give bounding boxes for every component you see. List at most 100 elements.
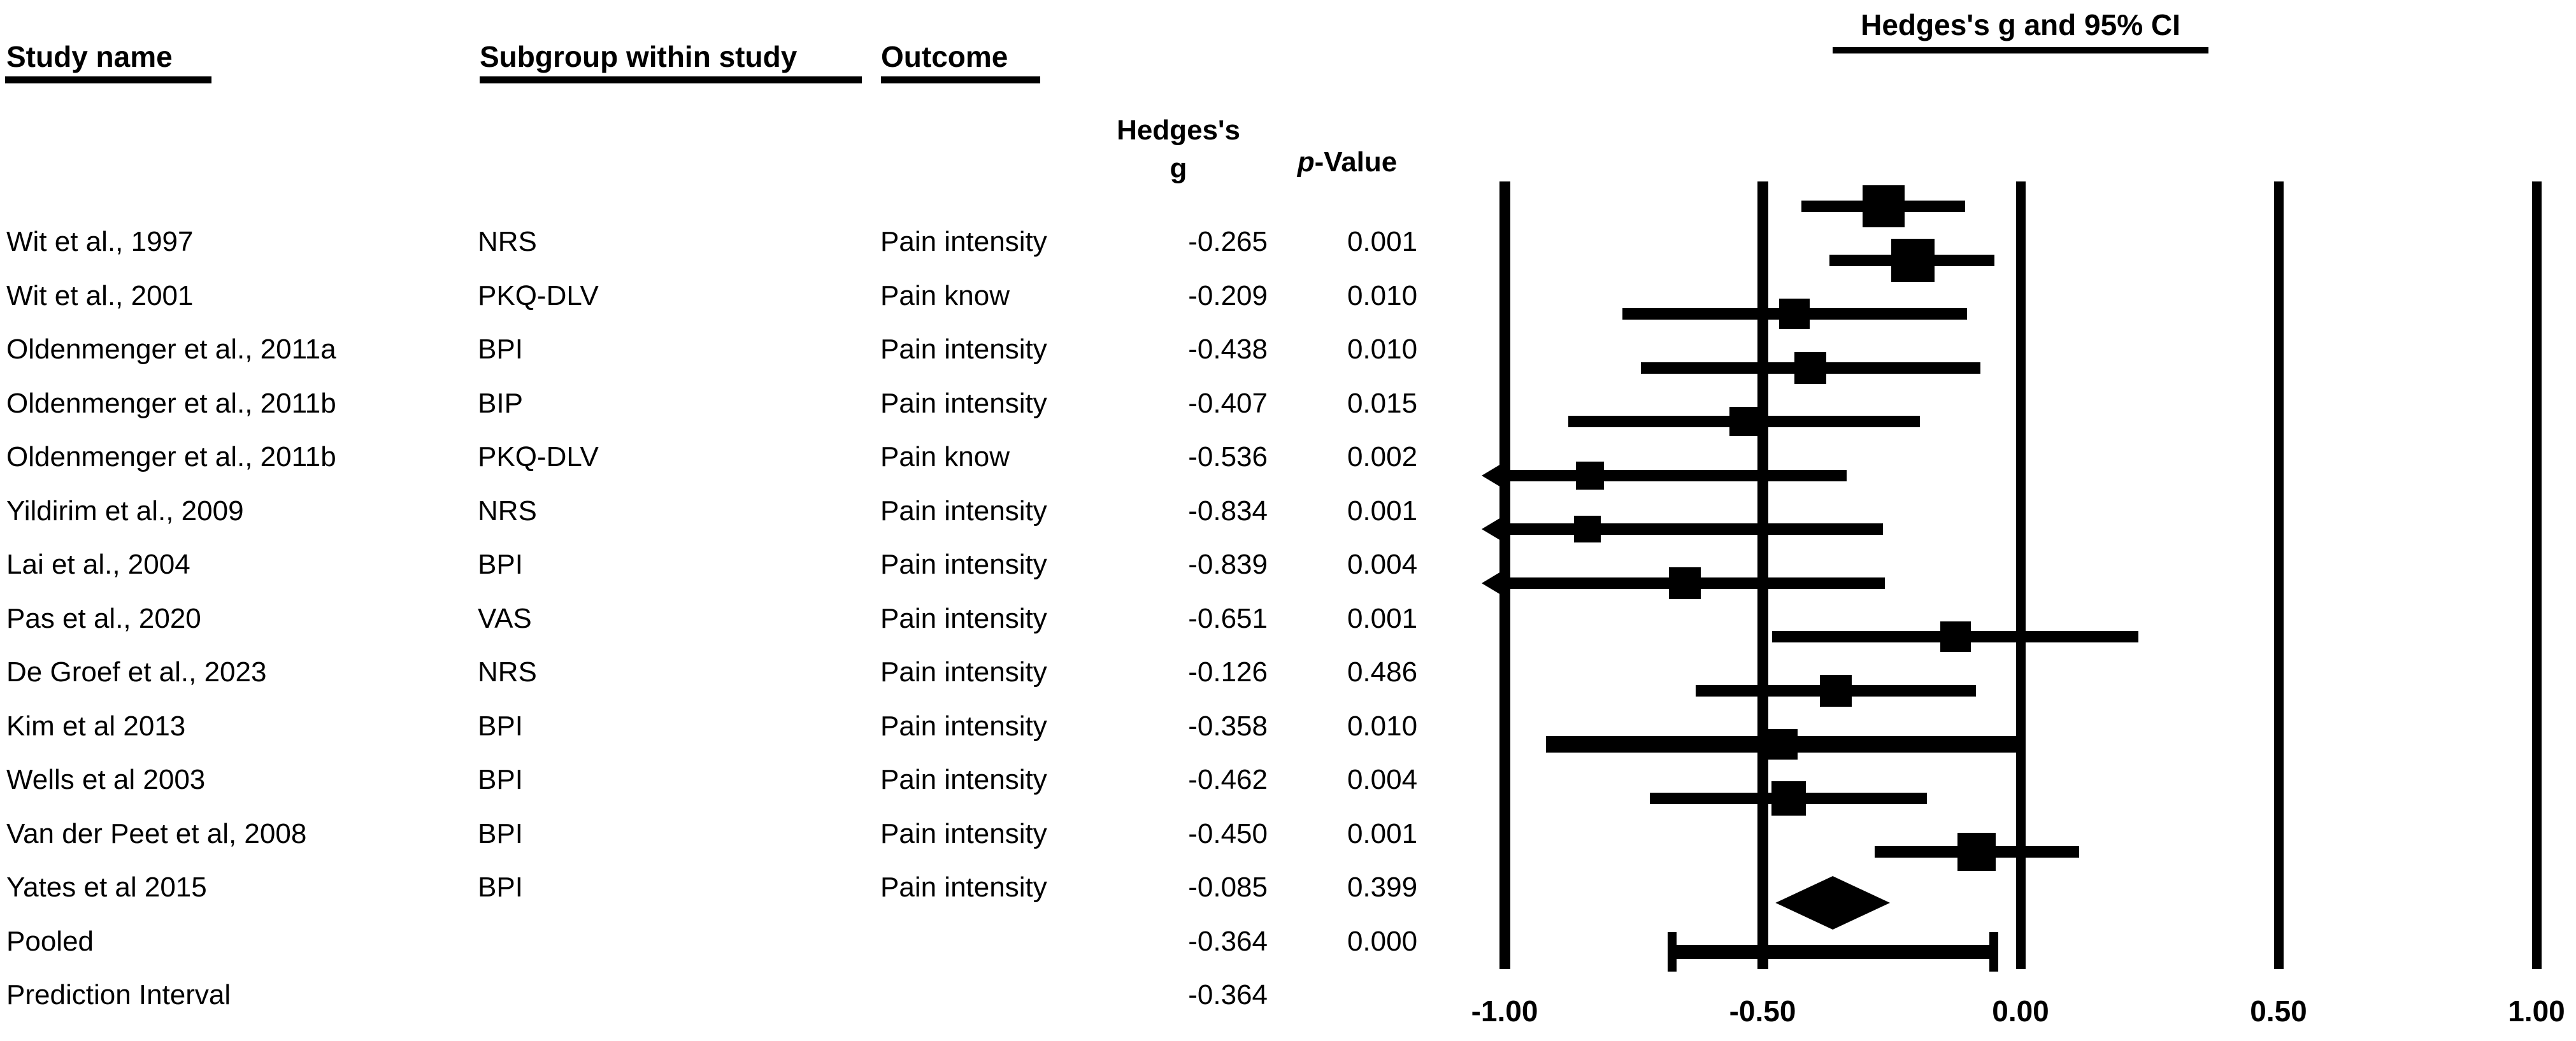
p-value-cell: 0.001 — [1347, 602, 1418, 634]
p-value-cell: 0.000 — [1347, 925, 1418, 957]
effect-size-square — [1766, 729, 1798, 760]
axis-tick-label-0.00: 0.00 — [1992, 995, 2049, 1028]
subgroup-cell: BPI — [478, 871, 523, 903]
outcome-cell: Pain intensity — [880, 387, 1047, 419]
p-value-cell: 0.010 — [1347, 280, 1418, 311]
hedges-g-value-cell: -0.364 — [1188, 925, 1268, 957]
ci-clipped-arrow-left-icon — [1482, 514, 1507, 544]
subgroup-cell: BPI — [478, 763, 523, 795]
axis-tick-label-1.00: 1.00 — [2508, 995, 2565, 1028]
effect-size-square — [1957, 833, 1996, 871]
subgroup-cell: NRS — [478, 656, 537, 688]
outcome-cell: Pain intensity — [880, 710, 1047, 742]
subgroup-cell: NRS — [478, 225, 537, 257]
effect-size-square — [1940, 621, 1971, 652]
outcome-cell: Pain intensity — [880, 333, 1047, 365]
study-name-cell: Oldenmenger et al., 2011a — [6, 333, 336, 365]
hedges-g-value-cell: -0.126 — [1188, 656, 1268, 688]
hedges-g-value-cell: -0.438 — [1188, 333, 1268, 365]
study-name-cell: Lai et al., 2004 — [6, 548, 190, 580]
hedges-g-value-cell: -0.364 — [1188, 979, 1268, 1010]
hedges-g-value-cell: -0.834 — [1188, 495, 1268, 527]
subgroup-cell: BPI — [478, 710, 523, 742]
axis-line-0.00 — [2015, 181, 2026, 969]
p-value-cell: 0.486 — [1347, 656, 1418, 688]
effect-size-square — [1794, 351, 1827, 384]
hedges-g-column-header-line2: g — [1170, 153, 1187, 184]
outcome-cell: Pain intensity — [880, 871, 1047, 903]
study-name-cell: De Groef et al., 2023 — [6, 656, 267, 688]
outcome-header: Outcome — [881, 40, 1008, 73]
ci-clipped-arrow-left-icon — [1482, 460, 1507, 491]
effect-size-square — [1574, 516, 1601, 542]
p-value-cell: 0.399 — [1347, 871, 1418, 903]
effect-size-square — [1863, 185, 1905, 227]
p-value-cell: 0.015 — [1347, 387, 1418, 419]
subgroup-cell: BIP — [478, 387, 523, 419]
study-name-cell: Wit et al., 1997 — [6, 225, 194, 257]
study-name-cell: Van der Peet et al, 2008 — [6, 818, 307, 849]
outcome-cell: Pain intensity — [880, 225, 1047, 257]
ci-plot-title-underline — [1833, 47, 2208, 53]
subgroup-header: Subgroup within study — [480, 40, 798, 73]
prediction-interval-cap-right — [1989, 932, 1998, 972]
ci-whisker — [1505, 469, 1847, 481]
prediction-interval-cap-left — [1668, 932, 1677, 972]
outcome-header-underline — [881, 76, 1040, 83]
p-value-cell: 0.001 — [1347, 495, 1418, 527]
axis-tick-label--0.50: -0.50 — [1729, 995, 1796, 1028]
hedges-g-column-header-line1: Hedges's — [1117, 115, 1240, 146]
subgroup-cell: BPI — [478, 548, 523, 580]
p-value-cell: 0.004 — [1347, 548, 1418, 580]
effect-size-square — [1891, 238, 1935, 282]
study-name-cell: Pas et al., 2020 — [6, 602, 201, 634]
hedges-g-value-cell: -0.265 — [1188, 225, 1268, 257]
study-name-header-underline — [5, 76, 211, 83]
study-name-header: Study name — [6, 40, 173, 73]
hedges-g-value-cell: -0.209 — [1188, 280, 1268, 311]
subgroup-cell: BPI — [478, 818, 523, 849]
prediction-interval-bar — [1672, 945, 1994, 959]
p-value-cell: 0.004 — [1347, 763, 1418, 795]
study-name-cell: Wells et al 2003 — [6, 763, 206, 795]
p-value-cell: 0.001 — [1347, 225, 1418, 257]
subgroup-cell: NRS — [478, 495, 537, 527]
ci-clipped-arrow-left-icon — [1482, 567, 1507, 598]
outcome-cell: Pain intensity — [880, 602, 1047, 634]
p-value-header-rest: -Value — [1314, 146, 1398, 178]
effect-size-square — [1771, 781, 1806, 816]
study-name-cell: Oldenmenger et al., 2011b — [6, 387, 336, 419]
p-value-cell: 0.001 — [1347, 818, 1418, 849]
axis-line-0.50 — [2273, 181, 2284, 969]
study-name-cell: Wit et al., 2001 — [6, 280, 194, 311]
outcome-cell: Pain know — [880, 280, 1010, 311]
hedges-g-value-cell: -0.839 — [1188, 548, 1268, 580]
hedges-g-value-cell: -0.358 — [1188, 710, 1268, 742]
subgroup-cell: BPI — [478, 333, 523, 365]
study-name-cell: Yildirim et al., 2009 — [6, 495, 244, 527]
effect-size-square — [1668, 567, 1701, 599]
hedges-g-value-cell: -0.407 — [1188, 387, 1268, 419]
pooled-diamond — [1775, 876, 1891, 930]
p-value-header-italic-p: p — [1297, 146, 1315, 178]
study-name-cell: Kim et al 2013 — [6, 710, 186, 742]
axis-line-1.00 — [2531, 181, 2542, 969]
effect-size-square — [1820, 674, 1852, 707]
p-value-cell: 0.002 — [1347, 441, 1418, 472]
effect-size-square — [1729, 407, 1759, 436]
hedges-g-value-cell: -0.085 — [1188, 871, 1268, 903]
p-value-column-header: p-Value — [1258, 146, 1436, 178]
subgroup-header-underline — [480, 76, 862, 83]
hedges-g-value-cell: -0.450 — [1188, 818, 1268, 849]
axis-line--0.50 — [1757, 181, 1768, 969]
study-name-cell: Oldenmenger et al., 2011b — [6, 441, 336, 472]
effect-size-square — [1576, 461, 1605, 490]
outcome-cell: Pain know — [880, 441, 1010, 472]
study-name-cell: Pooled — [6, 925, 94, 957]
axis-tick-label-0.50: 0.50 — [2250, 995, 2307, 1028]
hedges-g-value-cell: -0.536 — [1188, 441, 1268, 472]
outcome-cell: Pain intensity — [880, 763, 1047, 795]
subgroup-cell: PKQ-DLV — [478, 280, 599, 311]
outcome-cell: Pain intensity — [880, 818, 1047, 849]
